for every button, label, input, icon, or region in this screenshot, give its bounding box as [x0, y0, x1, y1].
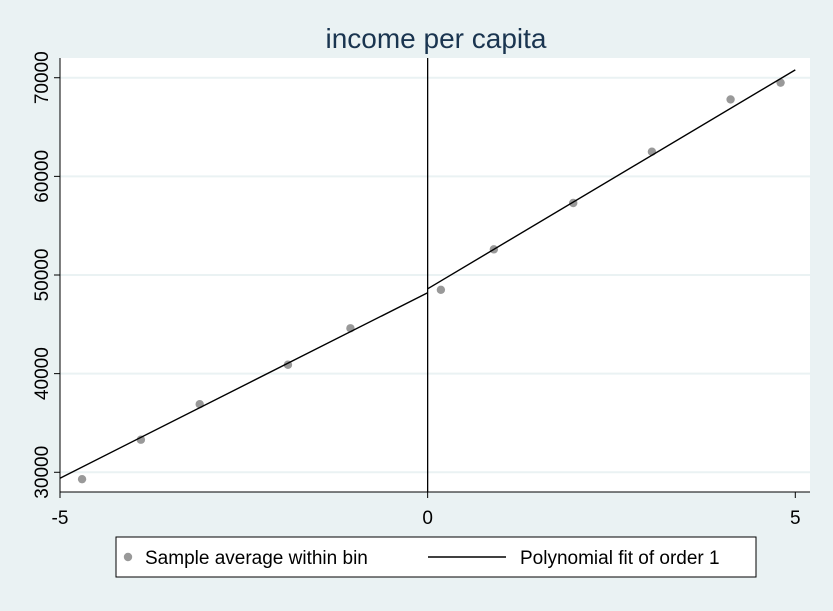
scatter-point [77, 474, 87, 484]
x-tick-label: 5 [790, 508, 801, 529]
x-tick-label: 0 [422, 508, 433, 529]
gridlines [60, 76, 810, 474]
y-tick-label: 40000 [32, 347, 53, 400]
chart-title: income per capita [325, 23, 546, 54]
legend-label-scatter: Sample average within bin [145, 548, 368, 569]
y-tick-label: 60000 [32, 150, 53, 203]
fit-line-segment [427, 69, 796, 290]
y-tick-label: 50000 [32, 249, 53, 302]
scatter-point [726, 95, 735, 104]
legend-label-line: Polynomial fit of order 1 [520, 548, 720, 569]
data-layer [59, 58, 796, 492]
y-tick-label: 30000 [32, 446, 53, 499]
y-tick-label: 70000 [32, 51, 53, 104]
fit-line-segment [59, 292, 428, 479]
x-tick-label: -5 [52, 508, 69, 529]
legend: Sample average within bin Polynomial fit … [115, 536, 757, 578]
axes: 30000 40000 50000 60000 70000 -5 0 5 [32, 51, 810, 529]
scatter-point [436, 285, 446, 294]
scatter-point [136, 435, 146, 444]
legend-marker-scatter [123, 552, 133, 562]
